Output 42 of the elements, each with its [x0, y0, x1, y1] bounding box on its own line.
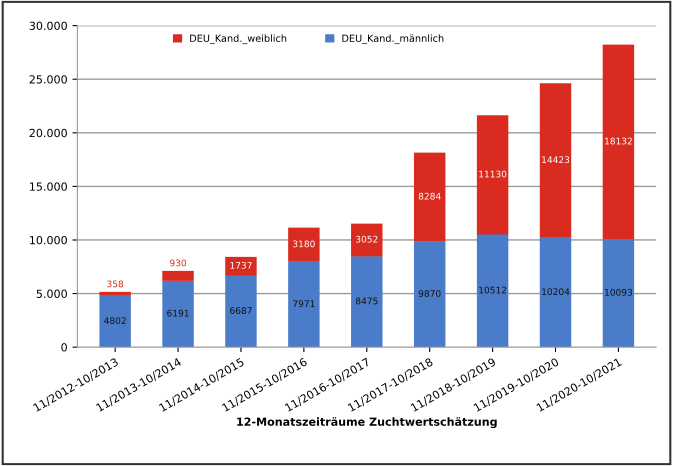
y-tick-label: 10.000	[30, 236, 67, 244]
data-label: 930	[170, 259, 186, 266]
data-label: 14423	[542, 156, 570, 164]
bar	[602, 238, 634, 348]
bar	[99, 292, 131, 296]
y-tick-label: 20.000	[30, 128, 67, 138]
data-label: 3180	[293, 240, 315, 248]
data-label: 18132	[605, 138, 632, 144]
bar	[602, 44, 634, 239]
data-label: 3052	[356, 236, 378, 243]
legend-label: DEU_Kand._männlich	[342, 34, 444, 44]
data-label: 358	[107, 280, 124, 288]
bar	[414, 152, 446, 242]
legend-label: DEU_Kand._weiblich	[190, 34, 286, 44]
data-label: 6191	[167, 310, 189, 317]
bar	[476, 234, 508, 348]
data-label: 10204	[542, 288, 570, 296]
data-label: 7971	[293, 300, 315, 308]
bar	[225, 276, 257, 348]
data-label: 6687	[230, 307, 252, 314]
bar	[162, 270, 194, 281]
data-label: 8475	[356, 298, 378, 304]
data-label: 9870	[418, 290, 441, 297]
y-tick-label: 5.000	[36, 290, 67, 298]
data-label: 8284	[418, 192, 441, 200]
data-label: 10512	[479, 286, 506, 294]
data-label: 4802	[104, 317, 126, 324]
data-label: 10093	[605, 288, 632, 296]
y-tick-label: 15.000	[30, 182, 67, 191]
bar	[288, 262, 320, 348]
x-axis-title: 12-Monatszeiträume Zuchtwertschätzung	[237, 417, 497, 428]
bar	[162, 280, 194, 348]
data-label: 1737	[230, 262, 252, 269]
bar	[476, 115, 508, 234]
bar	[540, 238, 572, 348]
y-tick-label: 25.000	[30, 75, 67, 84]
y-tick-label: 30.000	[30, 22, 67, 30]
bar	[351, 256, 383, 348]
data-label: 11130	[479, 170, 506, 178]
bar	[540, 83, 572, 238]
bar	[414, 241, 446, 348]
y-tick-label: 0	[61, 343, 67, 352]
